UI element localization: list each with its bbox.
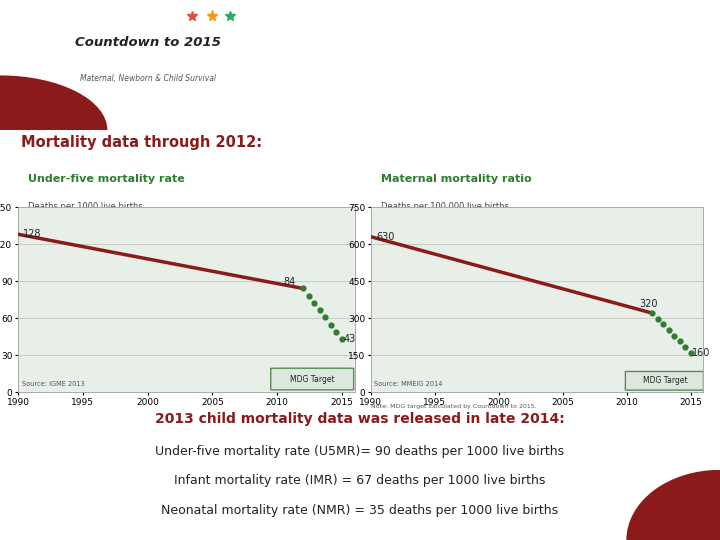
Point (674, 337, 685, 346)
Text: Deaths per 1000 live births: Deaths per 1000 live births (28, 202, 143, 211)
Text: Infant mortality rate (IMR) = 67 deaths per 1000 live births: Infant mortality rate (IMR) = 67 deaths … (174, 474, 546, 487)
Point (320, 313, 331, 322)
Wedge shape (626, 470, 720, 540)
Point (336, 335, 348, 343)
Point (647, 309, 658, 318)
Point (325, 320, 337, 329)
Text: 84: 84 (284, 278, 296, 287)
Text: MDG Target: MDG Target (290, 375, 335, 383)
Text: 43: 43 (343, 334, 356, 344)
Text: 2013 child mortality data was released in late 2014:: 2013 child mortality data was released i… (155, 411, 565, 426)
Text: 128: 128 (23, 230, 42, 239)
Point (308, 299, 320, 307)
Point (297, 284, 309, 293)
Text: MDGs 4 & 5: MDGs 4 & 5 (410, 83, 565, 107)
Point (303, 292, 315, 300)
Text: Deaths per 100,000 live births: Deaths per 100,000 live births (381, 202, 508, 211)
Point (314, 306, 325, 314)
Point (685, 348, 696, 357)
Text: Under-five mortality rate (U5MR)= 90 deaths per 1000 live births: Under-five mortality rate (U5MR)= 90 dea… (156, 445, 564, 458)
Text: Source: IGME 2013: Source: IGME 2013 (22, 381, 84, 387)
Point (657, 320, 669, 329)
Text: 320: 320 (639, 300, 658, 309)
Text: Maternal mortality ratio: Maternal mortality ratio (381, 174, 531, 184)
Point (680, 342, 691, 351)
Text: Under-five mortality rate: Under-five mortality rate (28, 174, 185, 184)
Point (330, 327, 342, 336)
Text: Maternal, Newborn & Child Survival: Maternal, Newborn & Child Survival (80, 73, 216, 83)
Text: Note: MDG target calculated by Countdown to 2015.: Note: MDG target calculated by Countdown… (371, 404, 536, 409)
Text: MDG Target: MDG Target (643, 376, 688, 385)
Wedge shape (0, 76, 107, 130)
Text: Countdown to 2015: Countdown to 2015 (76, 36, 221, 49)
Point (663, 326, 675, 334)
Text: 630: 630 (376, 232, 395, 242)
FancyBboxPatch shape (271, 368, 354, 390)
Text: Neonatal mortality rate (NMR) = 35 deaths per 1000 live births: Neonatal mortality rate (NMR) = 35 death… (161, 504, 559, 517)
Point (668, 332, 680, 340)
Text: National progress towards: National progress towards (311, 33, 665, 57)
Text: Source: MMEIG 2014: Source: MMEIG 2014 (374, 381, 443, 387)
Text: Mortality data through 2012:: Mortality data through 2012: (22, 135, 262, 150)
FancyBboxPatch shape (626, 372, 703, 390)
Point (652, 314, 664, 323)
Text: 160: 160 (692, 348, 711, 357)
